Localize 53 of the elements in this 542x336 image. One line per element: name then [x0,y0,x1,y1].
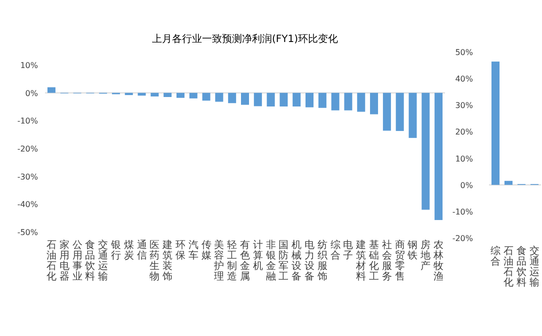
y-tick-label: -30% [17,172,38,182]
x-tick-label: 汽车 [188,239,198,262]
y-tick-label: 50% [455,48,474,57]
x-tick-label: 综合 [330,239,340,262]
y-tick-label: 30% [455,101,474,110]
x-tick-label: 电力设备 [304,239,315,282]
x-tick-label: 社会服务 [382,239,392,282]
x-tick-label: 交通运输 [98,239,108,282]
y-tick-label: -20% [452,234,474,243]
y-tick-label: 10% [455,154,474,164]
x-tick-label: 建筑装饰 [162,239,173,282]
x-tick-label: 钢铁 [406,240,418,262]
x-tick-label: 石油石化 [46,240,56,282]
x-tick-label: 基础化工 [368,239,380,282]
x-tick-label: 银行 [110,240,121,262]
y-tick-label: -50% [17,228,38,237]
x-tick-label: 医药生物 [150,240,160,282]
y-tick-label: 0% [460,180,474,190]
x-tick-label: 国防军工 [278,240,289,282]
y-tick-label: -10% [17,116,38,126]
y-tick-label: 0% [25,88,38,98]
x-tick-label: 通信 [136,239,147,262]
bar [504,180,513,185]
x-tick-label: 房地产 [420,239,431,272]
x-tick-label: 石油石化 [504,246,514,288]
y-tick-label: 20% [455,128,474,137]
x-tick-label: 食品饮料 [84,239,96,282]
x-tick-label: 交通运输 [530,245,540,288]
x-tick-label: 纺织服饰 [316,239,328,282]
x-tick-label: 电子 [343,239,354,262]
x-tick-label: 非银金融 [264,239,276,282]
x-tick-label: 传媒 [201,240,212,262]
x-tick-label: 环保 [175,240,186,262]
x-tick-label: 公用事业 [72,239,82,282]
x-tick-label: 轻工制造 [227,239,238,282]
x-tick-label: 机械设备 [292,239,302,282]
x-tick-label: 计算机 [252,239,263,272]
bar [491,62,500,185]
y-tick-label: -20% [17,144,38,154]
chart-title: 上月各行业一致预测净利润(FY1)环比变化 [152,33,338,45]
x-tick-label: 综合 [490,245,500,268]
y-tick-label: 10% [20,61,38,70]
x-tick-label: 家用电器 [59,239,70,282]
x-tick-label: 食品饮料 [516,245,526,288]
x-tick-label: 商贸零售 [394,239,405,282]
x-tick-label: 美容护理 [213,239,224,282]
x-tick-label: 煤炭 [124,239,134,262]
x-tick-label: 有色金属 [240,239,250,282]
y-tick-label: 40% [455,74,474,84]
x-tick-label: 农林牧渔 [432,240,444,282]
x-tick-label: 建筑材料 [355,239,366,282]
y-tick-label: -10% [452,207,474,216]
y-tick-label: -40% [17,200,38,210]
